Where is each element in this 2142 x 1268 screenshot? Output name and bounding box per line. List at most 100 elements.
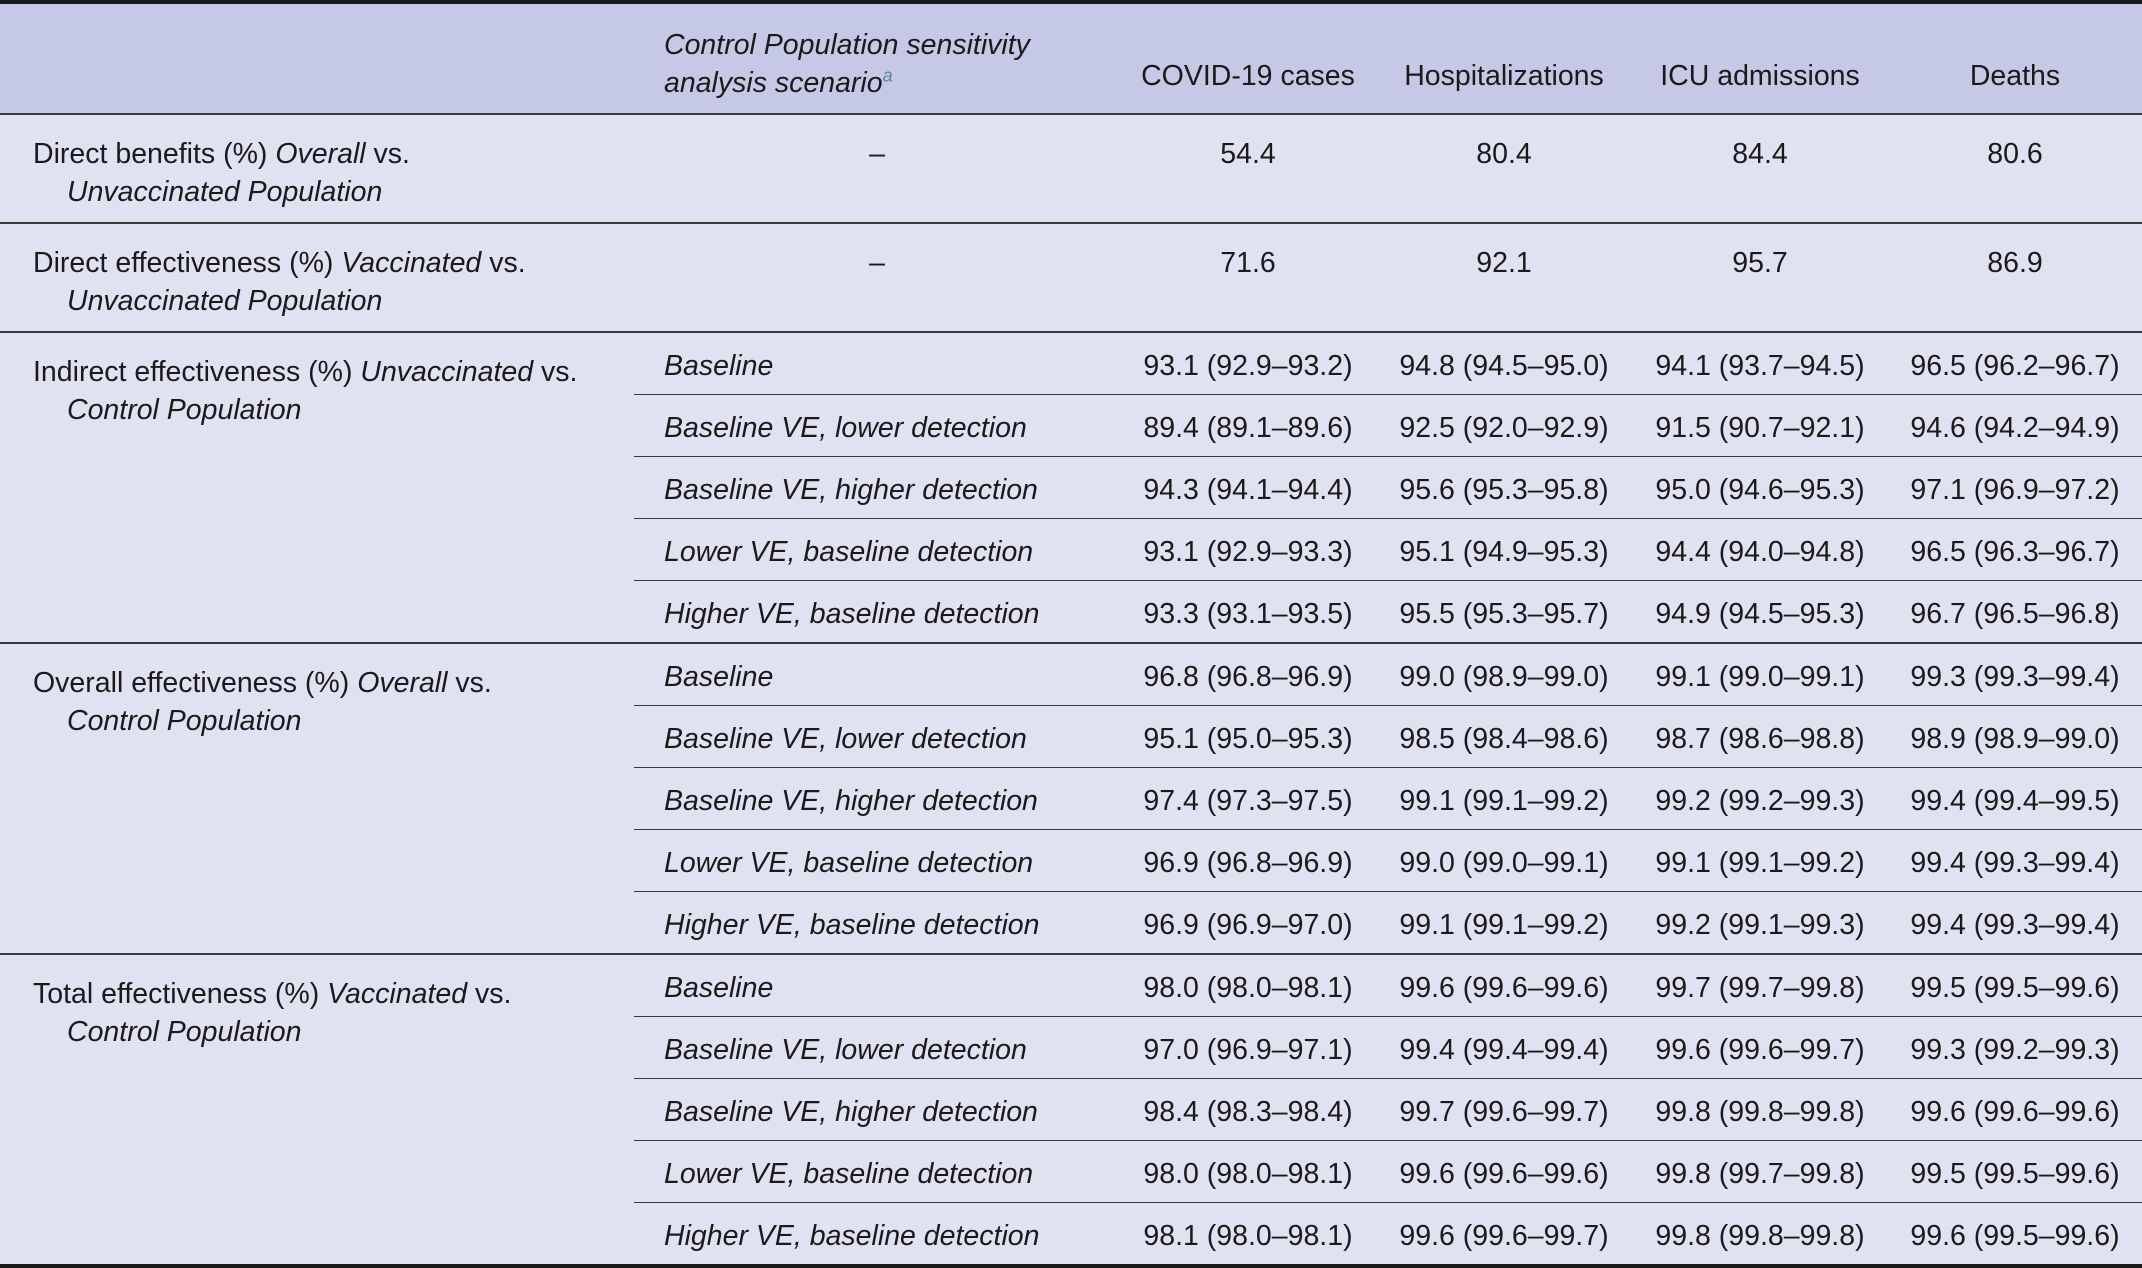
header-deaths: Deaths: [1969, 60, 2061, 92]
measure-prefix: Indirect effectiveness (%): [33, 356, 361, 388]
measure-label: Direct benefits (%) Overall vs. Unvaccina…: [0, 114, 634, 223]
hospitalizations-cell: 99.0 (98.9–99.0): [1399, 661, 1609, 693]
table-row: Direct effectiveness (%) Vaccinated vs. U…: [0, 223, 2142, 332]
deaths-cell: 99.3 (99.2–99.3): [1888, 1016, 2142, 1079]
table-group: Direct effectiveness (%) Vaccinated vs. U…: [0, 223, 2142, 332]
table-group: Indirect effectiveness (%) Unvaccinated …: [0, 332, 2142, 643]
cases-cell: 54.4: [1220, 138, 1276, 170]
footnote-marker[interactable]: a: [882, 65, 893, 86]
measure-vs: vs.: [365, 138, 410, 170]
measure-vs: vs.: [467, 978, 512, 1010]
table-row: Baseline VE, lower detection 89.4 (89.1–8…: [0, 394, 2142, 457]
header-covid-cases: COVID-19 cases: [1141, 60, 1355, 92]
scenario-cell: Baseline VE, lower detection: [634, 705, 1120, 768]
deaths-cell: 99.4 (99.4–99.5): [1888, 767, 2142, 830]
icu-cell: 94.1 (93.7–94.5): [1655, 350, 1865, 382]
scenario-cell: Lower VE, baseline detection: [634, 518, 1120, 581]
cases-cell: 98.0 (98.0–98.1): [1143, 972, 1353, 1004]
header-measure: [0, 2, 634, 114]
measure-vs: vs.: [481, 247, 526, 279]
icu-cell: 95.0 (94.6–95.3): [1632, 456, 1888, 519]
table-header: Control Population sensitivity analysis …: [0, 2, 2142, 114]
cases-cell: 93.3 (93.1–93.5): [1120, 580, 1376, 643]
deaths-cell: 98.9 (98.9–99.0): [1888, 705, 2142, 768]
hospitalizations-cell: 99.6 (99.6–99.6): [1376, 1140, 1632, 1203]
header-scenario: Control Population sensitivity analysis …: [634, 2, 1120, 114]
table-row: Direct benefits (%) Overall vs. Unvaccina…: [0, 114, 2142, 223]
scenario-cell: Higher VE, baseline detection: [634, 580, 1120, 643]
deaths-cell: 96.7 (96.5–96.8): [1888, 580, 2142, 643]
measure-label: Indirect effectiveness (%) Unvaccinated …: [0, 332, 634, 643]
hospitalizations-cell: 95.6 (95.3–95.8): [1376, 456, 1632, 519]
measure-group-a: Vaccinated: [327, 978, 468, 1010]
table-group: Total effectiveness (%) Vaccinated vs. Co…: [0, 954, 2142, 1266]
measure-prefix: Direct benefits (%): [33, 138, 276, 170]
icu-cell: 99.1 (99.1–99.2): [1632, 829, 1888, 892]
icu-cell: 99.8 (99.8–99.8): [1632, 1202, 1888, 1266]
icu-cell: 94.4 (94.0–94.8): [1632, 518, 1888, 581]
hospitalizations-cell: 99.6 (99.6–99.7): [1376, 1202, 1632, 1266]
deaths-cell: 99.6 (99.5–99.6): [1888, 1202, 2142, 1266]
measure-label: Direct effectiveness (%) Vaccinated vs. U…: [0, 223, 634, 332]
cases-cell: 93.1 (92.9–93.3): [1120, 518, 1376, 581]
table-row: Indirect effectiveness (%) Unvaccinated …: [0, 332, 2142, 426]
icu-cell: 95.7: [1732, 247, 1788, 279]
measure-group-a: Unvaccinated: [360, 356, 534, 388]
measure-group-a: Vaccinated: [341, 247, 482, 279]
scenario-cell: Baseline: [664, 661, 774, 693]
deaths-cell: 97.1 (96.9–97.2): [1888, 456, 2142, 519]
hospitalizations-cell: 99.1 (99.1–99.2): [1376, 891, 1632, 954]
measure-group-b: Unvaccinated Population: [67, 285, 383, 317]
scenario-cell: Baseline VE, lower detection: [634, 1016, 1120, 1079]
measure-label: Overall effectiveness (%) Overall vs. Con…: [0, 643, 634, 954]
hospitalizations-cell: 99.4 (99.4–99.4): [1376, 1016, 1632, 1079]
scenario-cell: Lower VE, baseline detection: [634, 829, 1120, 892]
hospitalizations-cell: 99.1 (99.1–99.2): [1376, 767, 1632, 830]
icu-cell: 94.9 (94.5–95.3): [1632, 580, 1888, 643]
hospitalizations-cell: 92.1: [1476, 247, 1532, 279]
icu-cell: 99.1 (99.0–99.1): [1655, 661, 1865, 693]
icu-cell: 99.7 (99.7–99.8): [1655, 972, 1865, 1004]
scenario-cell: –: [869, 138, 885, 170]
measure-group-b: Control Population: [67, 394, 302, 426]
deaths-cell: 94.6 (94.2–94.9): [1888, 394, 2142, 457]
measure-group-b: Unvaccinated Population: [67, 176, 383, 208]
table-row: Overall effectiveness (%) Overall vs. Con…: [0, 643, 2142, 737]
cases-cell: 97.0 (96.9–97.1): [1120, 1016, 1376, 1079]
header-row: Control Population sensitivity analysis …: [0, 2, 2142, 114]
hospitalizations-cell: 99.0 (99.0–99.1): [1376, 829, 1632, 892]
deaths-cell: 99.4 (99.3–99.4): [1888, 829, 2142, 892]
icu-cell: 99.8 (99.8–99.8): [1632, 1078, 1888, 1141]
deaths-cell: 80.6: [1987, 138, 2043, 170]
icu-cell: 84.4: [1732, 138, 1788, 170]
deaths-cell: 99.3 (99.3–99.4): [1910, 661, 2120, 693]
icu-cell: 99.2 (99.1–99.3): [1632, 891, 1888, 954]
cases-cell: 98.4 (98.3–98.4): [1120, 1078, 1376, 1141]
cases-cell: 96.8 (96.8–96.9): [1143, 661, 1353, 693]
cases-cell: 98.0 (98.0–98.1): [1120, 1140, 1376, 1203]
table-group: Overall effectiveness (%) Overall vs. Con…: [0, 643, 2142, 954]
cases-cell: 95.1 (95.0–95.3): [1120, 705, 1376, 768]
scenario-cell: Baseline: [664, 972, 774, 1004]
deaths-cell: 96.5 (96.3–96.7): [1888, 518, 2142, 581]
hospitalizations-cell: 95.5 (95.3–95.7): [1376, 580, 1632, 643]
scenario-cell: Baseline VE, lower detection: [634, 394, 1120, 457]
deaths-cell: 99.6 (99.6–99.6): [1888, 1078, 2142, 1141]
cases-cell: 97.4 (97.3–97.5): [1120, 767, 1376, 830]
measure-vs: vs.: [447, 667, 492, 699]
scenario-cell: Higher VE, baseline detection: [634, 891, 1120, 954]
table-group: Direct benefits (%) Overall vs. Unvaccina…: [0, 114, 2142, 223]
scenario-cell: –: [869, 247, 885, 279]
icu-cell: 91.5 (90.7–92.1): [1632, 394, 1888, 457]
icu-cell: 99.6 (99.6–99.7): [1632, 1016, 1888, 1079]
cases-cell: 93.1 (92.9–93.2): [1143, 350, 1353, 382]
table-row: Total effectiveness (%) Vaccinated vs. Co…: [0, 954, 2142, 1048]
deaths-cell: 99.5 (99.5–99.6): [1888, 1140, 2142, 1203]
table-row: Baseline VE, lower detection 95.1 (95.0–9…: [0, 705, 2142, 768]
cases-cell: 71.6: [1220, 247, 1276, 279]
hospitalizations-cell: 94.8 (94.5–95.0): [1399, 350, 1609, 382]
deaths-cell: 96.5 (96.2–96.7): [1910, 350, 2120, 382]
measure-group-b: Control Population: [67, 1016, 302, 1048]
